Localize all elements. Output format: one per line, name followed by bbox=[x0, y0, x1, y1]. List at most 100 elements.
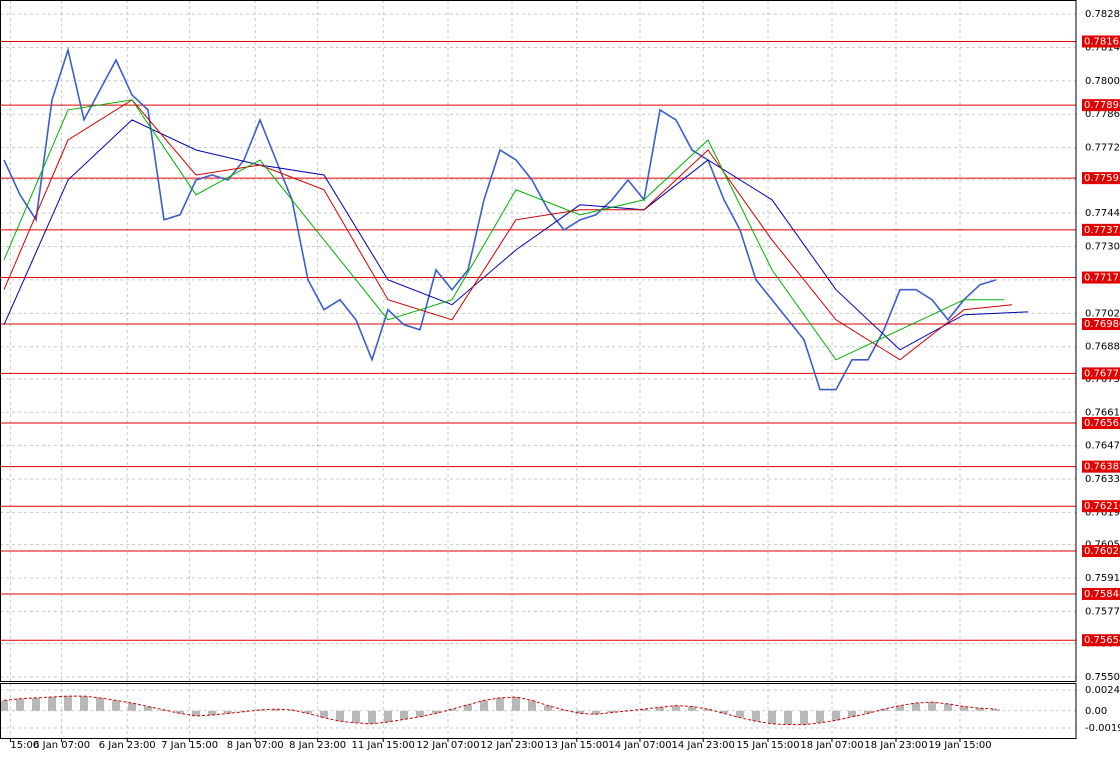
histogram-bar bbox=[96, 697, 104, 711]
x-tick-label: 8 Jan 23:00 bbox=[289, 740, 346, 751]
level-label-box bbox=[1082, 318, 1120, 331]
histogram-bar bbox=[912, 703, 920, 711]
x-tick-label: 12 Jan 07:00 bbox=[416, 740, 479, 751]
histogram-bar bbox=[80, 696, 88, 711]
histogram-bar bbox=[960, 706, 968, 711]
histogram-bar bbox=[480, 700, 488, 711]
histogram-bar bbox=[864, 710, 872, 714]
level-label-box bbox=[1082, 271, 1120, 284]
histogram-bar bbox=[496, 697, 504, 711]
histogram-bar bbox=[800, 710, 808, 725]
price-line bbox=[3, 47, 997, 391]
histogram-bar bbox=[176, 710, 184, 714]
level-label: 0.76565 bbox=[1084, 418, 1120, 429]
histogram-bar bbox=[752, 710, 760, 722]
histogram-bar bbox=[256, 709, 264, 711]
y-tick-label: 0.77305 bbox=[1085, 242, 1120, 253]
x-tick-label: 19 Jan 15:00 bbox=[928, 740, 991, 751]
histogram-bar bbox=[944, 703, 952, 711]
level-label: 0.75848 bbox=[1084, 589, 1120, 600]
histogram-bar bbox=[384, 710, 392, 723]
histogram-bar bbox=[832, 710, 840, 721]
y-tick-label: 0.77445 bbox=[1085, 208, 1120, 219]
level-label-box bbox=[1082, 367, 1120, 380]
level-label: 0.76773 bbox=[1084, 368, 1120, 379]
level-label-box bbox=[1082, 35, 1120, 48]
histogram-bar bbox=[48, 696, 56, 711]
histogram-bar bbox=[192, 710, 200, 716]
level-label: 0.76382 bbox=[1084, 462, 1120, 473]
y-tick-label: -0.00199 bbox=[1085, 723, 1120, 734]
level-label: 0.77592 bbox=[1084, 173, 1120, 184]
level-label-box bbox=[1082, 587, 1120, 600]
histogram-bar bbox=[768, 710, 776, 724]
x-tick-label: 7 Jan 15:00 bbox=[161, 740, 218, 751]
histogram-bar bbox=[608, 710, 616, 713]
histogram-bar bbox=[976, 708, 984, 711]
level-label-box bbox=[1082, 99, 1120, 112]
histogram-bar bbox=[272, 709, 280, 711]
signal-line bbox=[3, 695, 997, 726]
histogram-bar bbox=[112, 700, 120, 711]
histogram-bar bbox=[304, 710, 312, 714]
histogram-bar bbox=[352, 710, 360, 723]
histogram-bar bbox=[704, 709, 712, 711]
histogram-bar bbox=[512, 696, 520, 711]
histogram-bar bbox=[784, 710, 792, 725]
x-tick-label: 14 Jan 07:00 bbox=[608, 740, 671, 751]
histogram-bar bbox=[880, 709, 888, 711]
histogram-bar bbox=[64, 696, 72, 711]
level-label: 0.75654 bbox=[1084, 635, 1120, 646]
histogram-bar bbox=[400, 710, 408, 720]
histogram-bar bbox=[224, 710, 232, 714]
level-label: 0.76028 bbox=[1084, 546, 1120, 557]
level-label: 0.77375 bbox=[1084, 225, 1120, 236]
histogram-bar bbox=[736, 710, 744, 718]
histogram-bar bbox=[336, 710, 344, 722]
histogram-bar bbox=[208, 710, 216, 716]
histogram-bar bbox=[816, 710, 824, 723]
histogram-bar bbox=[896, 705, 904, 711]
histogram-bar bbox=[432, 710, 440, 714]
price-line bbox=[3, 99, 1013, 361]
x-tick-label: 13 Jan 15:00 bbox=[545, 740, 608, 751]
y-tick-label: 0.75775 bbox=[1085, 606, 1120, 617]
price-line bbox=[3, 119, 1029, 351]
x-tick-label: 15:00 bbox=[10, 740, 39, 751]
x-tick-label: 15 Jan 15:00 bbox=[736, 740, 799, 751]
level-label-box bbox=[1082, 417, 1120, 430]
histogram-bar bbox=[544, 705, 552, 711]
panel-frame bbox=[0, 683, 1077, 739]
x-tick-label: 6 Jan 23:00 bbox=[99, 740, 156, 751]
level-label-box bbox=[1082, 223, 1120, 236]
histogram-bar bbox=[992, 709, 1000, 711]
histogram-bar bbox=[448, 709, 456, 711]
y-tick-label: 0.00241 bbox=[1085, 685, 1120, 696]
level-label-box bbox=[1082, 545, 1120, 558]
histogram-bar bbox=[688, 706, 696, 711]
histogram-bar bbox=[128, 703, 136, 711]
x-tick-label: 18 Jan 07:00 bbox=[800, 740, 863, 751]
histogram-bar bbox=[928, 702, 936, 711]
histogram-bar bbox=[16, 698, 24, 711]
y-tick-label: 0.75915 bbox=[1085, 573, 1120, 584]
panel-frame bbox=[0, 0, 1077, 682]
histogram-bar bbox=[592, 710, 600, 715]
x-tick-label: 18 Jan 23:00 bbox=[864, 740, 927, 751]
level-label-box bbox=[1082, 500, 1120, 513]
histogram-bar bbox=[560, 709, 568, 711]
level-label-box bbox=[1082, 634, 1120, 647]
histogram-bar bbox=[320, 710, 328, 718]
histogram-bar bbox=[528, 700, 536, 711]
